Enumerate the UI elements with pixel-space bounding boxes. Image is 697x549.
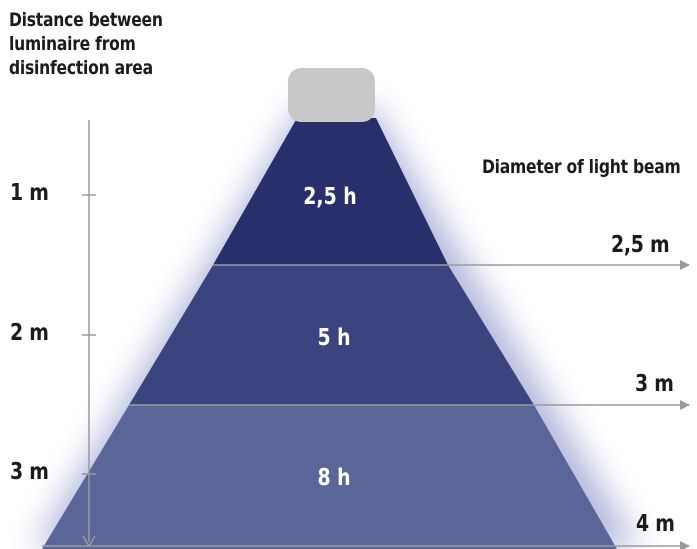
luminaire <box>288 68 375 122</box>
distance-label-1m: 1 m <box>10 180 49 206</box>
distance-axis-title-line-2: luminaire from <box>9 33 136 55</box>
zone-duration-bottom: 8 h <box>317 465 351 491</box>
zone-duration-top: 2,5 h <box>303 184 357 210</box>
distance-axis-title-line-3: disinfection area <box>9 57 153 79</box>
beam-diameter-label-2: 3 m <box>635 371 674 397</box>
zone-duration-middle: 5 h <box>317 325 351 351</box>
light-zone-top <box>213 118 448 265</box>
distance-axis-title: Distance between luminaire from disinfec… <box>9 8 198 80</box>
beam-diameter-label-1: 2,5 m <box>611 232 670 258</box>
distance-label-3m: 3 m <box>10 459 49 485</box>
distance-label-2m: 2 m <box>10 320 49 346</box>
light-zone-bottom <box>42 405 617 549</box>
light-zone-middle <box>129 265 534 405</box>
beam-diameter-label-3: 4 m <box>636 511 675 537</box>
distance-axis-title-line-1: Distance between <box>9 9 163 31</box>
beam-diameter-title: Diameter of light beam <box>482 156 681 178</box>
